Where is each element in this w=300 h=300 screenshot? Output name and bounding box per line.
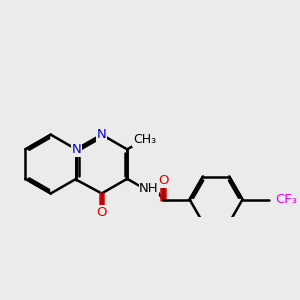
Text: CH₃: CH₃ xyxy=(133,133,156,146)
Text: CF₃: CF₃ xyxy=(275,193,297,206)
Text: O: O xyxy=(97,206,107,219)
Text: O: O xyxy=(158,174,168,187)
Text: N: N xyxy=(97,128,106,141)
Text: N: N xyxy=(71,143,81,156)
Text: NH: NH xyxy=(139,182,159,194)
